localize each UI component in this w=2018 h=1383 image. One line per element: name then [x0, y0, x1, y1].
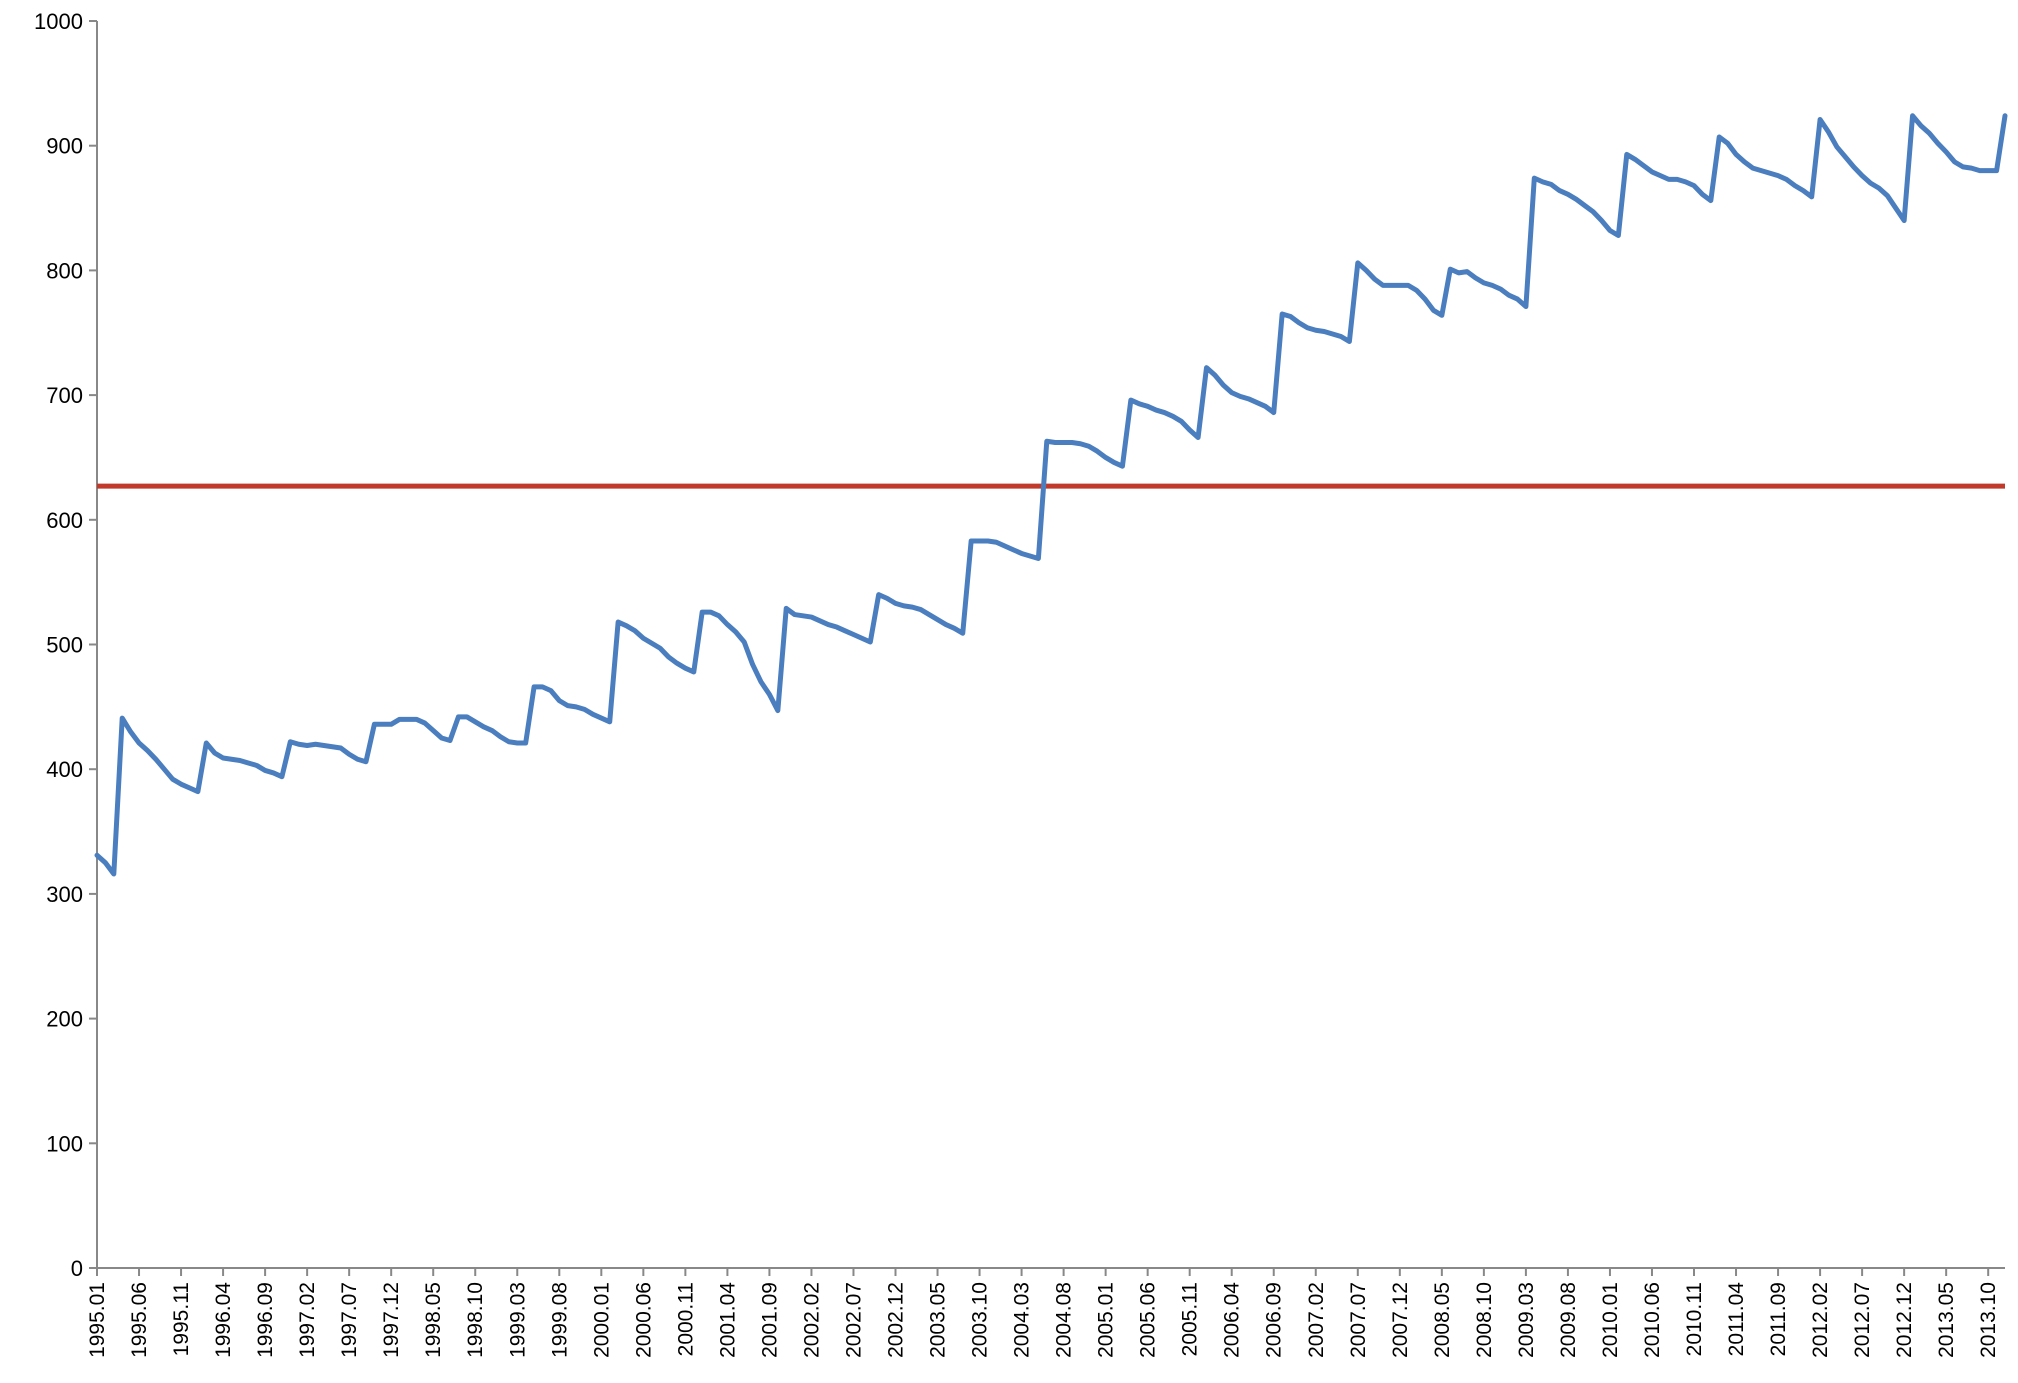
- y-tick-label: 1000: [34, 9, 83, 34]
- x-tick-label: 2008.05: [1431, 1282, 1454, 1358]
- x-tick-label: 1997.07: [338, 1282, 361, 1358]
- x-tick-label: 2010.06: [1641, 1282, 1664, 1358]
- y-tick-label: 100: [46, 1131, 83, 1156]
- x-tick-label: 2012.12: [1893, 1282, 1916, 1358]
- y-tick-label: 200: [46, 1007, 83, 1032]
- x-tick-label: 2000.11: [674, 1282, 697, 1356]
- x-axis: 1995.01 1995.06 1995.11 1996.04 1996.09 1997.…: [86, 1267, 2005, 1358]
- x-tick-label: 2004.08: [1053, 1282, 1076, 1358]
- x-tick-label: 1997.12: [380, 1282, 403, 1358]
- x-tick-label: 2010.01: [1599, 1282, 1622, 1358]
- x-tick-label: 2001.04: [716, 1282, 739, 1358]
- x-tick-label: 2012.07: [1851, 1282, 1874, 1358]
- x-tick-label: 2011.04: [1725, 1282, 1748, 1357]
- x-tick-label: 2011.09: [1767, 1282, 1790, 1356]
- y-tick-label: 800: [46, 258, 83, 283]
- y-tick-label: 900: [46, 134, 83, 159]
- x-tick-label: 2013.05: [1935, 1282, 1958, 1358]
- y-tick-label: 400: [46, 757, 83, 782]
- x-tick-label: 1998.05: [422, 1282, 445, 1358]
- x-tick-label: 2006.09: [1263, 1282, 1286, 1358]
- x-tick-label: 2002.07: [842, 1282, 865, 1358]
- y-tick-label: 600: [46, 508, 83, 533]
- x-tick-label: 1996.09: [254, 1282, 277, 1358]
- x-tick-label: 2001.09: [758, 1282, 781, 1358]
- x-tick-label: 2010.11: [1683, 1282, 1706, 1356]
- y-tick-label: 300: [46, 882, 83, 907]
- x-tick-label: 2009.08: [1557, 1282, 1580, 1358]
- x-tick-label: 2003.05: [927, 1282, 950, 1358]
- x-tick-label: 1997.02: [296, 1282, 319, 1358]
- x-tick-label: 1995.01: [86, 1282, 109, 1358]
- x-tick-label: 2007.02: [1305, 1282, 1328, 1358]
- x-tick-label: 1995.06: [128, 1282, 151, 1358]
- y-tick-label: 700: [46, 383, 83, 408]
- x-tick-label: 2004.03: [1011, 1282, 1034, 1358]
- x-tick-label: 1999.03: [506, 1282, 529, 1358]
- x-tick-label: 2005.06: [1137, 1282, 1160, 1358]
- x-tick-label: 2002.02: [800, 1282, 823, 1358]
- x-tick-label: 2006.04: [1221, 1282, 1244, 1358]
- x-tick-label: 2007.12: [1389, 1282, 1412, 1358]
- x-tick-label: 2009.03: [1515, 1282, 1538, 1358]
- x-tick-label: 2007.07: [1347, 1282, 1370, 1358]
- series-line: [94, 113, 2008, 877]
- x-tick-label: 2012.02: [1809, 1282, 1832, 1358]
- x-tick-label: 1998.10: [464, 1282, 487, 1358]
- x-tick-label: 1995.11: [170, 1282, 193, 1356]
- x-tick-label: 1996.04: [212, 1282, 235, 1358]
- x-tick-label: 2008.10: [1473, 1282, 1496, 1358]
- x-tick-label: 2002.12: [885, 1282, 908, 1358]
- y-tick-label: 0: [71, 1256, 83, 1281]
- series-group: [94, 113, 2008, 877]
- x-tick-label: 2005.01: [1095, 1282, 1118, 1358]
- x-tick-label: 2000.01: [590, 1282, 613, 1358]
- x-tick-label: 1999.08: [548, 1282, 571, 1358]
- x-tick-label: 2003.10: [969, 1282, 992, 1358]
- x-tick-label: 2005.11: [1179, 1282, 1202, 1356]
- x-tick-label: 2000.06: [632, 1282, 655, 1358]
- y-axis: 0 100 200 300 400 500 600 700 800 900 1000: [34, 9, 98, 1281]
- y-tick-label: 500: [46, 633, 83, 658]
- x-tick-label: 2013.10: [1977, 1282, 2000, 1358]
